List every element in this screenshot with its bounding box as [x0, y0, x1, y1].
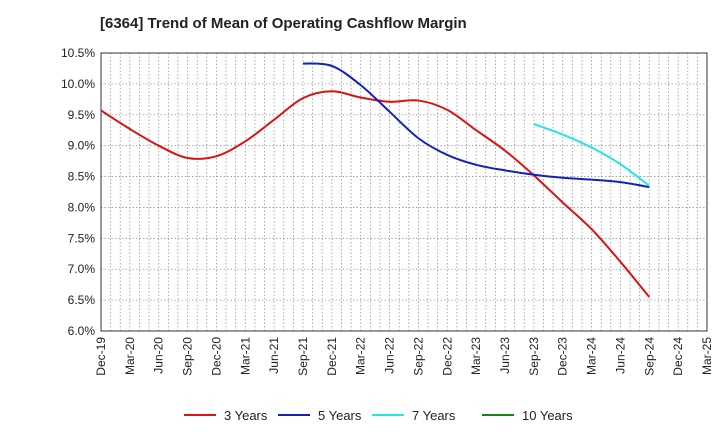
x-tick-label: Jun-20 — [152, 337, 166, 374]
y-tick-label: 6.0% — [68, 324, 96, 338]
series-line-7-years — [533, 123, 650, 187]
y-tick-label: 6.5% — [68, 293, 96, 307]
x-tick-label: Dec-23 — [556, 337, 570, 376]
x-tick-label: Mar-24 — [585, 337, 599, 375]
x-tick-label: Sep-22 — [411, 337, 425, 376]
x-tick-label: Mar-21 — [238, 337, 252, 375]
x-tick-label: Dec-21 — [325, 337, 339, 376]
plot-area — [101, 53, 707, 331]
x-tick-label: Sep-21 — [296, 337, 310, 376]
plot-frame — [100, 52, 708, 332]
x-tick-label: Sep-20 — [181, 337, 195, 376]
y-axis: 6.0% 6.5% 7.0% 7.5% 8.0% 8.5% 9.0% 9.5% 10.0% 10.… — [61, 46, 95, 338]
x-tick-label: Jun-24 — [613, 337, 627, 374]
x-tick-label: Mar-23 — [469, 337, 483, 375]
legend: 3 Years 5 Years 7 Years 10 Years — [184, 408, 573, 423]
grid-lines — [100, 52, 708, 332]
x-tick-label: Sep-24 — [642, 337, 656, 376]
chart-title: [6364] Trend of Mean of Operating Cashfl… — [100, 15, 467, 32]
x-tick-label: Jun-23 — [498, 337, 512, 374]
x-axis: Dec-19 Mar-20 Jun-20 Sep-20 Dec-20 Mar-21 Jun-… — [94, 337, 714, 376]
y-tick-label: 7.0% — [68, 262, 96, 276]
legend-label: 3 Years — [224, 408, 268, 423]
y-tick-label: 8.0% — [68, 200, 96, 214]
legend-label: 10 Years — [522, 408, 573, 423]
x-tick-label: Mar-25 — [700, 337, 714, 375]
series-line-3-years — [100, 90, 651, 298]
y-tick-label: 10.0% — [61, 77, 95, 91]
x-tick-label: Jun-22 — [383, 337, 397, 374]
x-tick-label: Mar-20 — [123, 337, 137, 375]
y-tick-label: 9.0% — [68, 139, 96, 153]
y-tick-label: 9.5% — [68, 108, 96, 122]
legend-label: 5 Years — [318, 408, 362, 423]
y-tick-label: 10.5% — [61, 46, 95, 60]
x-tick-label: Dec-22 — [440, 337, 454, 376]
x-tick-label: Dec-20 — [209, 337, 223, 376]
x-tick-label: Sep-23 — [527, 337, 541, 376]
series-lines — [100, 62, 651, 298]
y-tick-label: 7.5% — [68, 231, 96, 245]
legend-label: 7 Years — [412, 408, 456, 423]
x-tick-label: Dec-24 — [671, 337, 685, 376]
y-tick-label: 8.5% — [68, 170, 96, 184]
series-line-5-years — [302, 62, 650, 189]
x-tick-label: Dec-19 — [94, 337, 108, 376]
x-tick-label: Mar-22 — [354, 337, 368, 375]
x-tick-label: Jun-21 — [267, 337, 281, 374]
